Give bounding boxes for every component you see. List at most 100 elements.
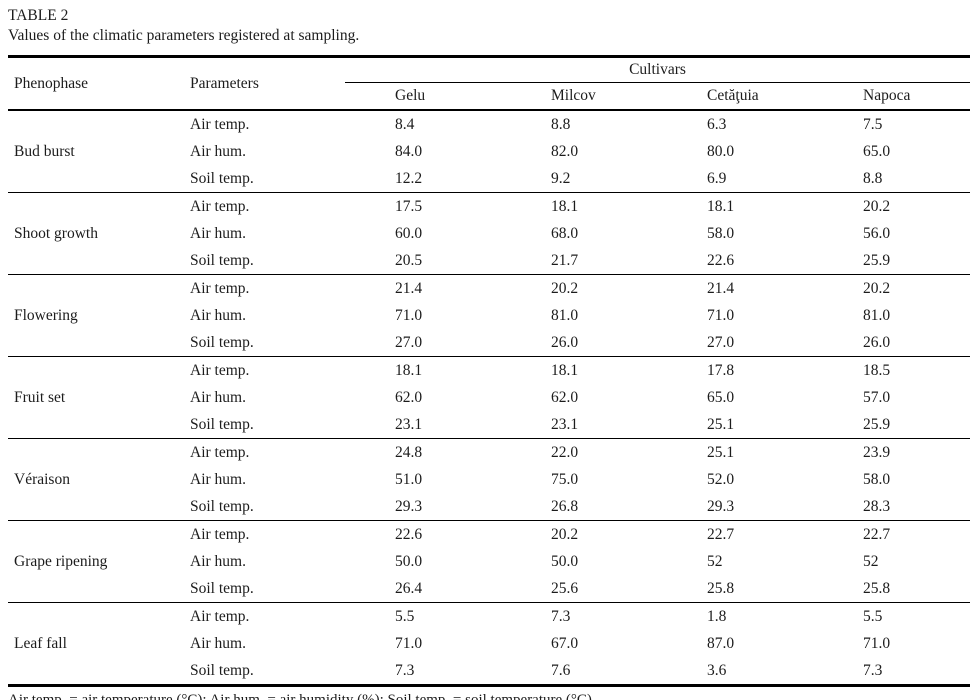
- value-cell: 22.7: [657, 520, 813, 548]
- value-cell: 87.0: [707, 634, 735, 652]
- value-cell: 25.9: [863, 415, 891, 433]
- value-cell: 6.3: [707, 115, 727, 133]
- value-cell: 52: [707, 552, 723, 570]
- value-cell: 26.8: [551, 497, 579, 515]
- value-cell: 22.7: [813, 520, 971, 548]
- parameter-label: Air temp.: [190, 356, 345, 384]
- value-cell: 71.0: [395, 306, 423, 324]
- value-cell: 8.4: [395, 115, 415, 133]
- value-cell: 29.3: [707, 497, 735, 515]
- parameter-label: Air temp.: [190, 602, 345, 630]
- parameter-label: Air hum.: [190, 388, 246, 406]
- parameter-label: Air hum.: [190, 552, 246, 570]
- value-cell: 23.9: [813, 438, 971, 466]
- value-cell: 71.0: [863, 634, 891, 652]
- value-cell: 21.7: [551, 251, 579, 269]
- parameter-label: Soil temp.: [190, 579, 254, 597]
- value-cell: 23.1: [395, 415, 423, 433]
- parameter-label: Air hum.: [190, 634, 246, 652]
- parameter-label: Air hum.: [190, 470, 246, 488]
- parameter-label: Soil temp.: [190, 169, 254, 187]
- value-cell: 82.0: [551, 142, 579, 160]
- value-cell: 6.9: [707, 169, 727, 187]
- value-cell: 24.8: [345, 438, 501, 466]
- value-cell: 25.6: [551, 579, 579, 597]
- value-cell: 22.6: [707, 251, 735, 269]
- value-cell: 67.0: [551, 634, 579, 652]
- value-cell: 71.0: [395, 634, 423, 652]
- table-body: Bud burst Air temp. 8.4 8.8 6.3 7.5 Air hum. 84…: [8, 110, 971, 686]
- parameter-label: Air hum.: [190, 142, 246, 160]
- value-cell: 5.5: [813, 602, 971, 630]
- phenophase-label: Fruit set: [8, 356, 190, 439]
- value-cell: 50.0: [395, 552, 423, 570]
- value-cell: 58.0: [863, 470, 891, 488]
- value-cell: 26.0: [551, 333, 579, 351]
- value-cell: 25.9: [863, 251, 891, 269]
- column-header-gelu: Gelu: [345, 82, 501, 111]
- value-cell: 7.3: [395, 661, 415, 679]
- value-cell: 75.0: [551, 470, 579, 488]
- column-header-milcov: Milcov: [501, 82, 657, 111]
- value-cell: 65.0: [707, 388, 735, 406]
- parameter-label: Air temp.: [190, 438, 345, 466]
- value-cell: 80.0: [707, 142, 735, 160]
- value-cell: 8.8: [863, 169, 883, 187]
- header-row-cultivars-group: Phenophase Parameters Cultivars: [8, 56, 971, 111]
- value-cell: 5.5: [345, 602, 501, 630]
- value-cell: 22.6: [345, 520, 501, 548]
- table-row: Shoot growth Air temp. 17.5 18.1 18.1 20.2: [8, 192, 971, 275]
- value-cell: 20.2: [501, 274, 657, 302]
- phenophase-label: Bud burst: [14, 142, 75, 160]
- value-cell: 18.5: [813, 356, 971, 384]
- phenophase-label: Shoot growth: [8, 192, 190, 275]
- value-cell: 52.0: [707, 470, 735, 488]
- value-cell: 28.3: [863, 497, 891, 515]
- value-cell: 18.1: [345, 356, 501, 384]
- value-cell: 21.4: [657, 274, 813, 302]
- value-cell: 84.0: [395, 142, 423, 160]
- value-cell: 29.3: [395, 497, 423, 515]
- parameter-label: Air hum.: [190, 224, 246, 242]
- value-cell: 21.4: [345, 274, 501, 302]
- parameter-label: Air temp.: [190, 520, 345, 548]
- header-row-cultivar-names: Gelu Milcov Cetăţuia Napoca: [8, 82, 971, 111]
- parameter-label: Air temp.: [190, 274, 345, 302]
- value-cell: 25.8: [863, 579, 891, 597]
- phenophase-label: Grape ripening: [8, 520, 190, 603]
- column-group-header-cultivars: Cultivars: [345, 56, 971, 83]
- phenophase-label: Flowering: [8, 274, 190, 357]
- value-cell: 26.0: [863, 333, 891, 351]
- value-cell: 7.3: [863, 661, 883, 679]
- value-cell: 12.2: [395, 169, 423, 187]
- value-cell: 62.0: [551, 388, 579, 406]
- value-cell: 1.8: [657, 602, 813, 630]
- value-cell: 20.2: [813, 274, 971, 302]
- table-row: Soil temp. 20.5 21.7 22.6 25.9: [8, 247, 970, 275]
- value-cell: 60.0: [395, 224, 423, 242]
- table-title: TABLE 2: [8, 7, 69, 24]
- phenophase-label: Leaf fall: [8, 602, 190, 686]
- value-cell: 18.1: [501, 356, 657, 384]
- table-row: Soil temp. 26.4 25.6 25.8 25.8: [8, 575, 970, 603]
- value-cell: 20.2: [501, 520, 657, 548]
- table-row: Air hum. 71.0 67.0 87.0 71.0: [8, 630, 970, 657]
- column-header-napoca: Napoca: [813, 82, 971, 111]
- value-cell: 25.8: [707, 579, 735, 597]
- value-cell: 81.0: [551, 306, 579, 324]
- phenophase-label: Véraison: [8, 438, 190, 521]
- value-cell: 58.0: [707, 224, 735, 242]
- parameter-label: Air temp.: [190, 192, 345, 220]
- table-row: Air hum. 71.0 81.0 71.0 81.0: [8, 302, 970, 329]
- value-cell: 22.0: [501, 438, 657, 466]
- value-cell: 25.1: [657, 438, 813, 466]
- value-cell: 3.6: [707, 661, 727, 679]
- parameter-label: Soil temp.: [190, 251, 254, 269]
- table-row: Soil temp. 29.3 26.8 29.3 28.3: [8, 493, 970, 521]
- value-cell: 7.5: [863, 115, 883, 133]
- value-cell: 51.0: [395, 470, 423, 488]
- table-row: Soil temp. 27.0 26.0 27.0 26.0: [8, 329, 970, 357]
- value-cell: 18.1: [657, 192, 813, 220]
- value-cell: 17.5: [345, 192, 501, 220]
